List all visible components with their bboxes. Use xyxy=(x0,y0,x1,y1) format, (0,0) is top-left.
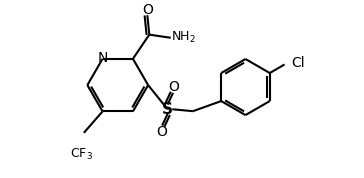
Text: O: O xyxy=(142,3,153,17)
Text: Cl: Cl xyxy=(291,56,305,70)
Text: CF$_3$: CF$_3$ xyxy=(71,146,94,162)
Text: N: N xyxy=(98,51,108,65)
Text: NH$_2$: NH$_2$ xyxy=(171,30,197,45)
Text: O: O xyxy=(169,80,179,94)
Text: S: S xyxy=(162,102,173,117)
Text: O: O xyxy=(156,125,167,139)
